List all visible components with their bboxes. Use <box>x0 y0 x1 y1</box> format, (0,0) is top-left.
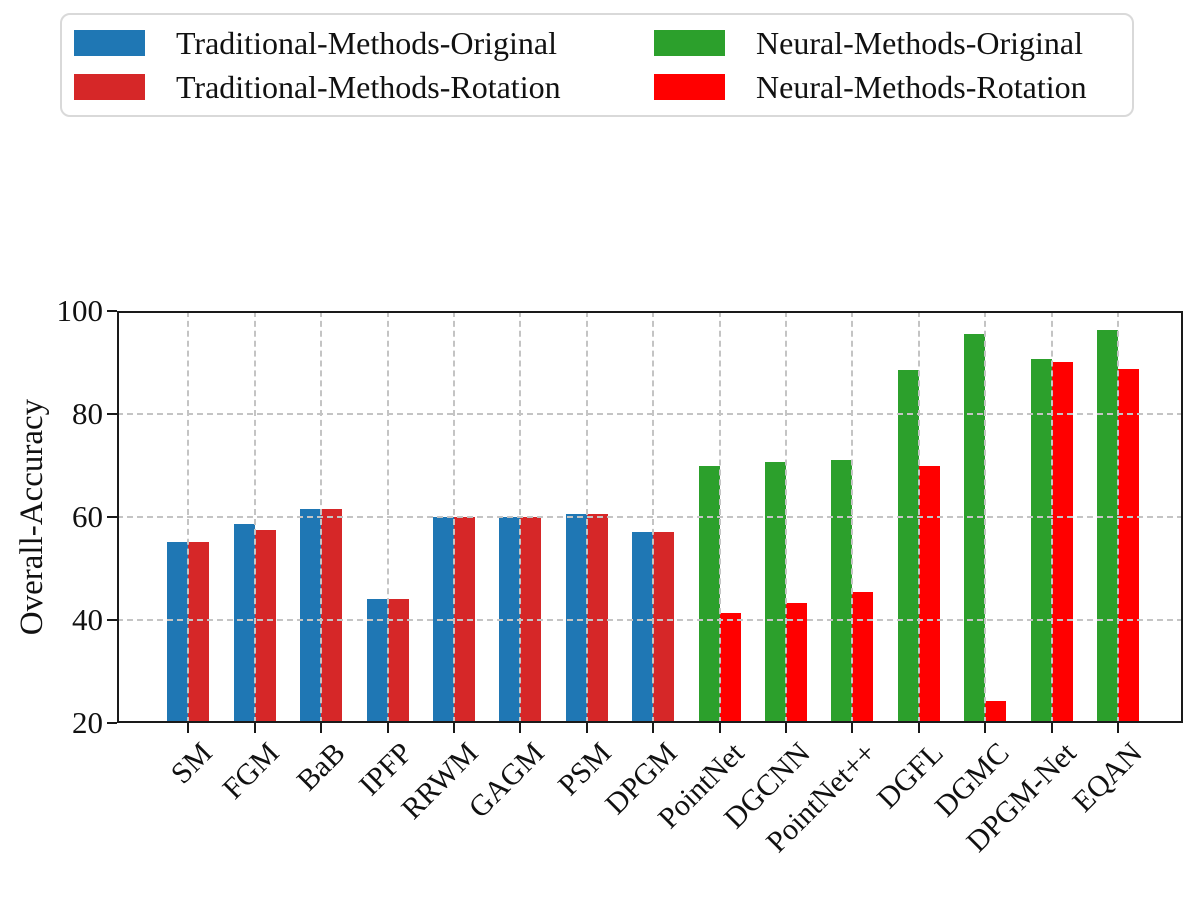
bar-DGCNN-rotation <box>785 603 807 723</box>
y-tick-label-60: 60 <box>72 499 103 534</box>
x-tick-mark-PointNet <box>718 723 721 733</box>
legend-swatch-neural-methods-rotation <box>654 74 725 100</box>
legend-item-traditional-methods-original: Traditional-Methods-Original <box>74 27 654 59</box>
bar-DPGM-Net-rotation <box>1051 362 1073 723</box>
bar-PSM-rotation <box>586 514 608 723</box>
bar-FGM-rotation <box>254 530 276 723</box>
legend-label-traditional-methods-original: Traditional-Methods-Original <box>176 25 557 61</box>
legend-box: Traditional-Methods-Original Traditional-… <box>60 13 1134 117</box>
y-tick-label-40: 40 <box>72 602 103 637</box>
bar-RRWM-original <box>432 517 454 723</box>
bar-DGMC-original <box>964 333 986 723</box>
legend-swatch-traditional-methods-original <box>74 30 145 56</box>
bars-layer <box>117 311 1183 723</box>
y-tick-label-100: 100 <box>56 293 104 328</box>
x-tick-mark-GAGM <box>519 723 522 733</box>
legend-label-traditional-methods-rotation: Traditional-Methods-Rotation <box>176 69 561 105</box>
bar-IPFP-original <box>366 599 388 723</box>
x-tick-mark-DGCNN <box>784 723 787 733</box>
bar-BaB-rotation <box>321 509 343 723</box>
legend-item-neural-methods-rotation: Neural-Methods-Rotation <box>654 71 1132 103</box>
bar-DGFL-original <box>897 369 919 723</box>
y-tick-mark-60 <box>107 516 117 518</box>
x-tick-mark-DGMC <box>984 723 987 733</box>
bar-GAGM-original <box>499 517 521 723</box>
x-tick-mark-DGFL <box>917 723 920 733</box>
bar-DGFL-rotation <box>918 465 940 723</box>
x-tick-mark-DPGM-Net <box>1050 723 1053 733</box>
bar-DPGM-rotation <box>653 532 675 723</box>
bar-GAGM-rotation <box>520 517 542 723</box>
legend-label-neural-methods-rotation: Neural-Methods-Rotation <box>756 69 1087 105</box>
legend-swatch-neural-methods-original <box>654 30 725 56</box>
x-tick-mark-EQAN <box>1116 723 1119 733</box>
bar-PointNet-original <box>698 465 720 723</box>
y-tick-mark-80 <box>107 413 117 415</box>
bar-SM-rotation <box>188 541 210 723</box>
bar-FGM-original <box>233 524 255 723</box>
x-tick-mark-FGM <box>253 723 256 733</box>
x-tick-mark-RRWM <box>452 723 455 733</box>
legend-item-traditional-methods-rotation: Traditional-Methods-Rotation <box>74 71 654 103</box>
bar-DPGM-original <box>632 532 654 723</box>
x-tick-mark-DPGM <box>652 723 655 733</box>
x-tick-mark-SM <box>187 723 190 733</box>
x-tick-mark-PSM <box>585 723 588 733</box>
bar-DGCNN-original <box>764 462 786 723</box>
bar-EQAN-original <box>1096 329 1118 723</box>
x-tick-mark-PointNet++ <box>851 723 854 733</box>
bar-RRWM-rotation <box>453 517 475 723</box>
plot-area <box>117 311 1183 723</box>
legend-swatch-traditional-methods-rotation <box>74 74 145 100</box>
bar-BaB-original <box>300 509 322 723</box>
y-tick-mark-100 <box>107 310 117 312</box>
legend-item-neural-methods-original: Neural-Methods-Original <box>654 27 1132 59</box>
bar-DPGM-Net-original <box>1030 359 1052 723</box>
x-tick-mark-IPFP <box>386 723 389 733</box>
y-tick-mark-20 <box>107 722 117 724</box>
y-tick-label-80: 80 <box>72 396 103 431</box>
y-tick-label-20: 20 <box>72 705 103 740</box>
x-tick-mark-BaB <box>320 723 323 733</box>
bar-PSM-original <box>565 514 587 723</box>
bar-PointNet++-original <box>831 460 853 723</box>
y-tick-mark-40 <box>107 619 117 621</box>
bar-DGMC-rotation <box>985 700 1007 723</box>
bar-IPFP-rotation <box>387 598 409 723</box>
legend-label-neural-methods-original: Neural-Methods-Original <box>756 25 1084 61</box>
bar-PointNet++-rotation <box>852 591 874 723</box>
bar-EQAN-rotation <box>1117 369 1139 723</box>
bar-PointNet-rotation <box>719 612 741 723</box>
bar-SM-original <box>167 541 189 723</box>
